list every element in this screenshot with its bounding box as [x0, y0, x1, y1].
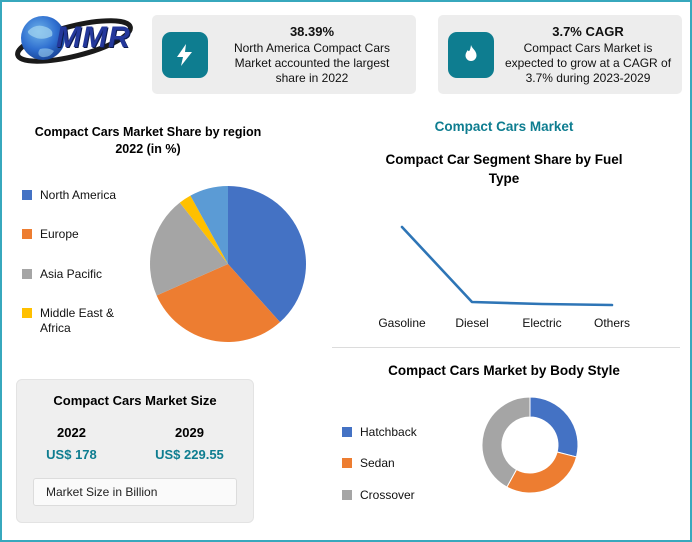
pie-chart-title: Compact Cars Market Share by region 2022… [34, 125, 262, 156]
flame-icon [448, 31, 494, 78]
market-size-panel: Compact Cars Market Size 2022 US$ 178 20… [16, 379, 254, 523]
legend-swatch [22, 268, 32, 279]
market-value: US$ 229.55 [155, 447, 224, 462]
pie-legend: North America Europe Asia Pacific Middle… [22, 188, 134, 335]
mmr-logo: MMR [10, 7, 148, 75]
legend-swatch [22, 229, 32, 240]
region-pie-chart [149, 186, 306, 342]
donut-chart-title: Compact Cars Market by Body Style [388, 363, 620, 378]
fuel-type-line-chart [400, 225, 614, 307]
legend-label: Crossover [360, 487, 415, 502]
right-panel-heading: Compact Cars Market [434, 119, 574, 134]
market-size-title: Compact Cars Market Size [53, 393, 217, 408]
legend-item-crossover: Crossover [342, 488, 452, 502]
stat-value: 3.7% CAGR [552, 23, 624, 39]
donut-slice-hatchback [529, 396, 579, 458]
lightning-icon [162, 31, 208, 78]
market-size-2022: 2022 US$ 178 [46, 425, 97, 462]
legend-item-sedan: Sedan [342, 456, 452, 470]
legend-item-hatchback: Hatchback [342, 425, 452, 439]
stat-card-text: 3.7% CAGR Compact Cars Market is expecte… [504, 24, 672, 86]
legend-item-europe: Europe [22, 227, 134, 241]
market-size-unit-note: Market Size in Billion [33, 478, 237, 506]
legend-label: Middle East & Africa [40, 306, 115, 335]
pie-slice-asia-pacific [149, 202, 228, 296]
x-label-gasoline: Gasoline [378, 316, 426, 330]
legend-label: Sedan [360, 456, 395, 471]
logo-text: MMR [56, 21, 131, 54]
body-style-donut-chart [481, 396, 579, 494]
fuel-type-series-line [400, 225, 614, 307]
legend-label: North America [40, 188, 117, 202]
legend-item-asia-pacific: Asia Pacific [22, 267, 134, 281]
legend-swatch [342, 489, 352, 500]
market-size-2029: 2029 US$ 229.55 [155, 425, 224, 462]
legend-label: Europe [40, 227, 79, 242]
market-year: 2029 [175, 425, 204, 440]
market-size-columns: 2022 US$ 178 2029 US$ 229.55 [17, 425, 253, 462]
pie-slice-north-america [228, 186, 306, 323]
market-value: US$ 178 [46, 447, 97, 462]
legend-swatch [22, 308, 32, 319]
legend-item-middle-east-africa: Middle East & Africa [22, 306, 134, 335]
pie-slice-europe [156, 264, 280, 342]
x-label-diesel: Diesel [455, 316, 489, 330]
x-label-others: Others [593, 316, 630, 330]
donut-slice-sedan [506, 451, 578, 494]
legend-swatch [342, 458, 352, 469]
stat-card-cagr: 3.7% CAGR Compact Cars Market is expecte… [438, 15, 682, 94]
stat-card-text: 38.39% North America Compact Cars Market… [218, 24, 406, 86]
market-year: 2022 [57, 425, 86, 440]
stat-description: Compact Cars Market is expected to grow … [504, 40, 672, 85]
pie-slice-other [190, 186, 228, 264]
stat-value: 38.39% [289, 23, 335, 39]
legend-label: Asia Pacific [40, 266, 103, 281]
line-chart-x-labels: Gasoline Diesel Electric Others [367, 316, 647, 330]
line-chart-title: Compact Car Segment Share by Fuel Type [385, 152, 623, 186]
legend-label: Hatchback [360, 425, 417, 439]
legend-item-north-america: North America [22, 188, 134, 202]
legend-swatch [342, 427, 352, 437]
donut-slice-crossover [481, 396, 531, 488]
globe-swoosh-graphic [15, 16, 133, 64]
stat-description: North America Compact Cars Market accoun… [233, 40, 391, 85]
section-divider [332, 347, 680, 348]
x-label-electric: Electric [522, 316, 562, 330]
pie-slice-middle-east-africa [179, 195, 228, 264]
stat-card-market-share: 38.39% North America Compact Cars Market… [152, 15, 416, 94]
legend-swatch [22, 190, 32, 200]
donut-legend: Hatchback Sedan Crossover [342, 425, 452, 502]
